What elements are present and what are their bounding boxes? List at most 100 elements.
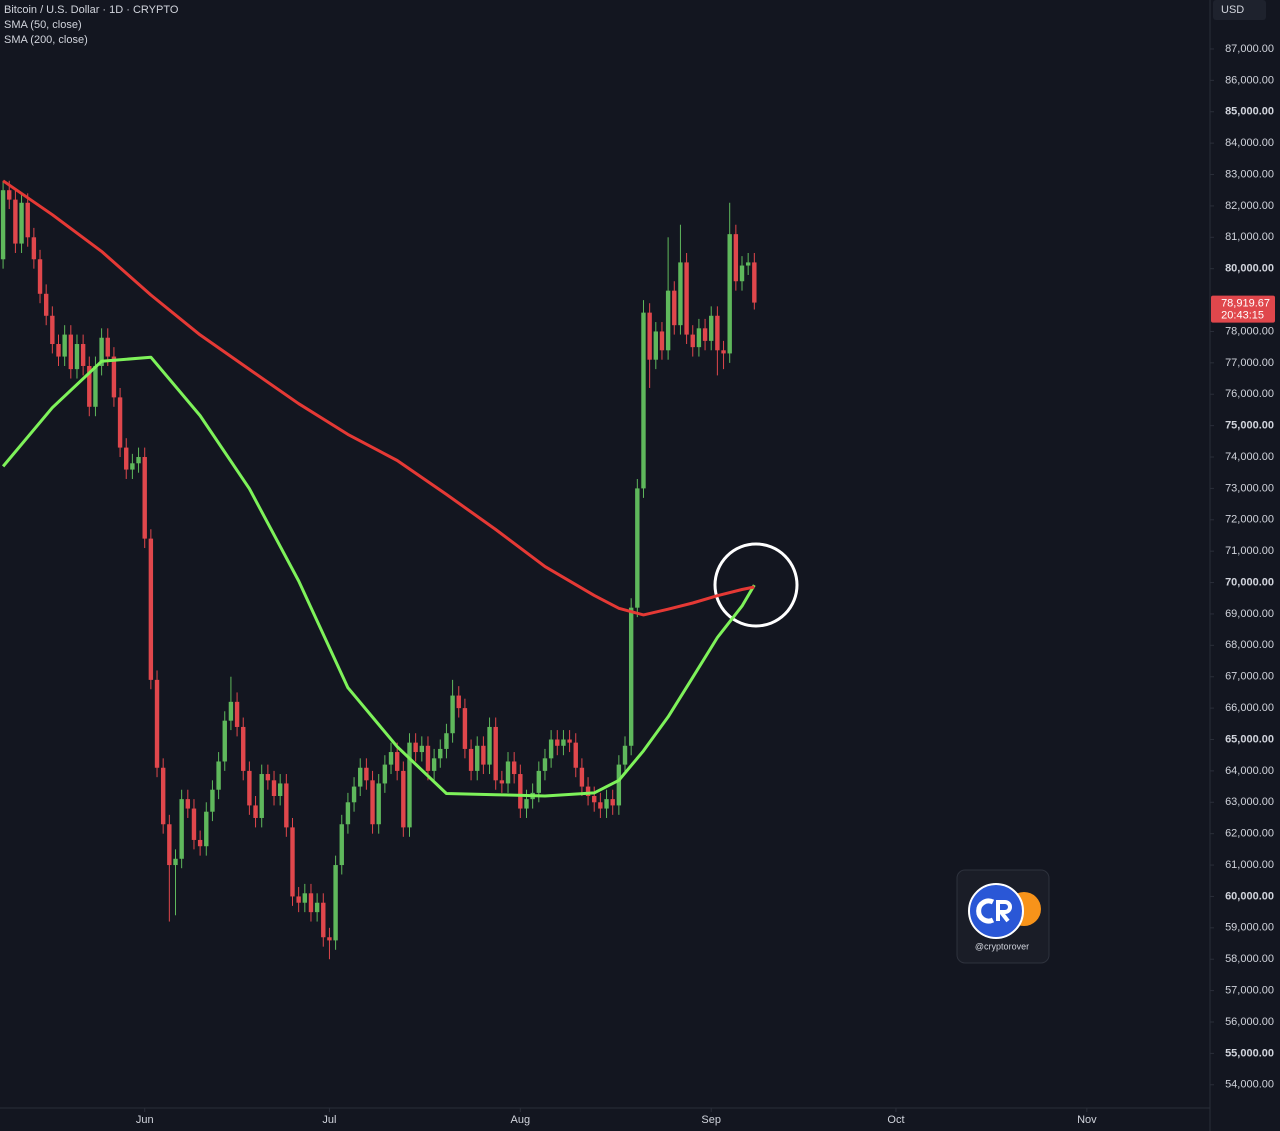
candle-body <box>413 742 418 753</box>
candle-body <box>284 783 289 828</box>
candle-body <box>499 780 505 784</box>
candle-body <box>105 337 110 357</box>
candle-body <box>62 334 67 357</box>
candle-body <box>13 199 18 244</box>
candle-body <box>25 202 30 238</box>
candle-body <box>43 293 49 316</box>
candle-body <box>752 262 757 303</box>
last-price-box <box>1211 295 1275 323</box>
chart-title: Bitcoin / U.S. Dollar · 1D · CRYPTO <box>4 4 179 16</box>
candle-body <box>241 726 246 771</box>
candle-body <box>253 805 258 818</box>
candle-body <box>358 767 363 787</box>
candle-body <box>721 350 726 354</box>
candle-body <box>37 259 43 294</box>
watermark-glyph <box>996 900 1012 923</box>
candle-body <box>376 783 381 825</box>
y-tick-label: 72,000.00 <box>1225 514 1274 526</box>
legend: Bitcoin / U.S. Dollar · 1D · CRYPTO SMA … <box>4 4 179 46</box>
y-tick-label: 64,000.00 <box>1225 765 1274 777</box>
candle-body <box>628 607 634 746</box>
y-tick-label: 73,000.00 <box>1225 482 1274 494</box>
candles <box>0 180 757 960</box>
candle-body <box>222 720 227 762</box>
candle-body <box>407 742 412 828</box>
candle-body <box>709 315 714 341</box>
candle-body <box>444 733 449 749</box>
candle-body <box>690 334 695 348</box>
candle-body <box>382 764 388 784</box>
candle-body <box>333 865 338 941</box>
candle-body <box>179 799 184 859</box>
countdown-label: 20:43:15 <box>1221 309 1264 321</box>
candle-body <box>456 695 461 709</box>
x-tick-label: Sep <box>701 1114 721 1126</box>
watermark-text: @cryptorover <box>975 941 1029 951</box>
candle-body <box>493 726 498 781</box>
y-tick-label: 82,000.00 <box>1225 200 1274 212</box>
candle-body <box>265 774 271 781</box>
candle-body <box>511 761 517 775</box>
candle-body <box>524 799 529 809</box>
candle-body <box>487 726 492 765</box>
candle-body <box>622 745 628 765</box>
candle-body <box>247 770 252 806</box>
candle-body <box>173 858 178 866</box>
candle-body <box>518 774 523 809</box>
watermark-glyph <box>976 898 995 924</box>
candle-body <box>80 344 86 366</box>
y-tick-label: 87,000.00 <box>1225 43 1274 55</box>
candle-body <box>160 767 166 825</box>
candle-body <box>74 344 80 370</box>
y-tick-label: 55,000.00 <box>1225 1047 1274 1059</box>
candle-body <box>111 356 117 398</box>
candle-body <box>536 770 542 793</box>
candle-body <box>610 799 615 806</box>
y-tick-label: 69,000.00 <box>1225 608 1274 620</box>
candle-body <box>197 839 203 847</box>
candle-body <box>548 739 554 759</box>
currency-label: USD <box>1221 4 1244 16</box>
y-tick-label: 78,000.00 <box>1225 325 1274 337</box>
candle-body <box>505 761 511 784</box>
y-tick-label: 61,000.00 <box>1225 859 1274 871</box>
y-tick-label: 57,000.00 <box>1225 985 1274 997</box>
candle-body <box>234 701 240 727</box>
y-tick-label: 56,000.00 <box>1225 1016 1274 1028</box>
candle-body <box>191 808 197 840</box>
candle-body <box>185 799 191 809</box>
candle-body <box>542 758 548 771</box>
candle-body <box>117 397 123 448</box>
candle-body <box>425 745 431 771</box>
candle-body <box>388 752 394 765</box>
y-tick-label: 60,000.00 <box>1225 890 1274 902</box>
candle-body <box>345 802 351 825</box>
candle-body <box>739 265 745 282</box>
y-tick-label: 67,000.00 <box>1225 671 1274 683</box>
y-tick-label: 81,000.00 <box>1225 231 1274 243</box>
sma-line <box>1 355 756 798</box>
candle-body <box>56 344 61 357</box>
currency-box <box>1213 0 1266 20</box>
candle-body <box>290 827 295 897</box>
candle-body <box>659 331 665 351</box>
watermark: @cryptorover <box>956 869 1050 964</box>
candle-body <box>475 745 480 771</box>
candle-body <box>68 334 74 370</box>
x-tick-label: Jul <box>322 1114 336 1126</box>
candle-body <box>579 767 585 787</box>
candle-body <box>50 315 55 345</box>
candle-body <box>148 538 154 680</box>
candle-body <box>99 337 104 366</box>
candle-body <box>321 902 326 938</box>
candle-body <box>555 739 560 746</box>
candle-body <box>210 789 215 812</box>
candle-body <box>154 679 160 768</box>
y-tick-label: 58,000.00 <box>1225 953 1274 965</box>
candle-body <box>31 237 37 260</box>
candle-body <box>641 312 646 489</box>
candle-body <box>93 365 98 407</box>
y-tick-label: 70,000.00 <box>1225 576 1274 588</box>
candle-body <box>124 447 129 470</box>
y-tick-label: 83,000.00 <box>1225 168 1274 180</box>
